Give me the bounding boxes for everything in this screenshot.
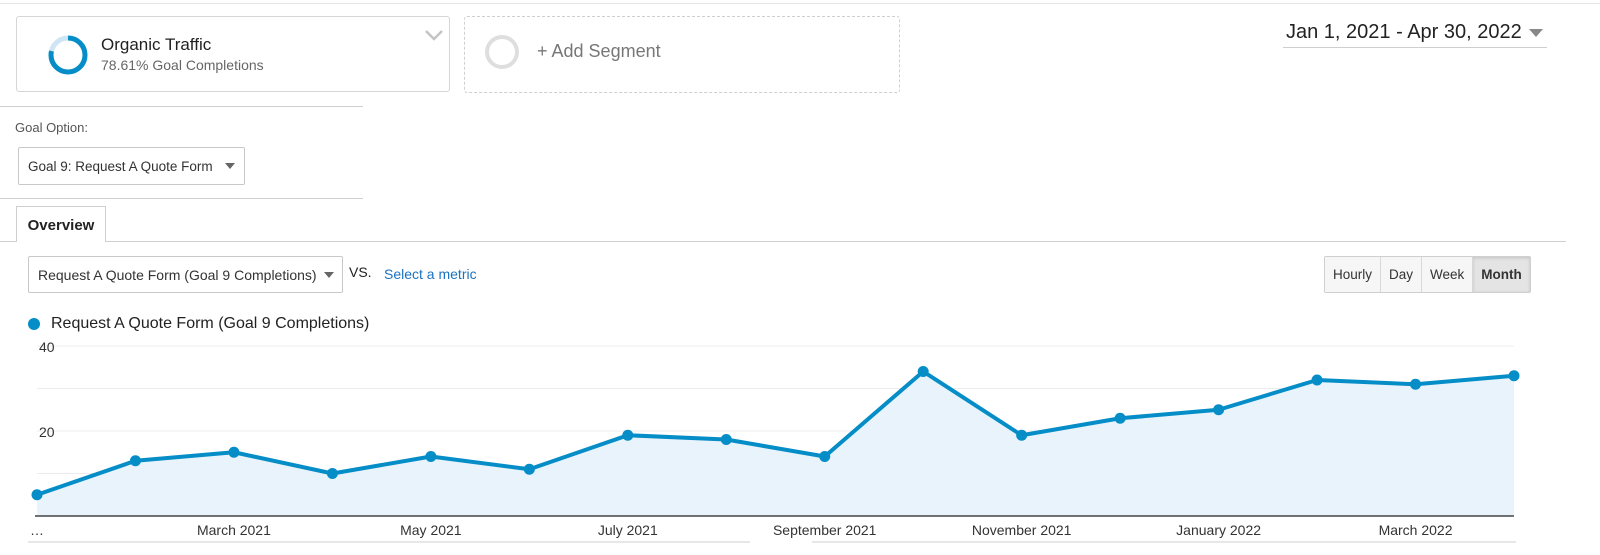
- vs-label: VS.: [349, 264, 372, 280]
- tab-bar-divider: [0, 241, 1566, 242]
- granularity-day-button[interactable]: Day: [1381, 257, 1423, 292]
- data-point: [720, 434, 732, 445]
- data-point: [1410, 378, 1422, 390]
- add-segment-label: + Add Segment: [537, 41, 661, 61]
- legend-series-marker: [28, 318, 40, 330]
- x-tick-label: September 2021: [773, 522, 877, 538]
- goal-option-select[interactable]: Goal 9: Request A Quote Form: [18, 147, 245, 185]
- primary-metric-selected: Request A Quote Form (Goal 9 Completions…: [38, 267, 317, 283]
- segment-donut-arc: [48, 35, 88, 75]
- caret-down-icon: [1529, 29, 1543, 37]
- granularity-hourly-button[interactable]: Hourly: [1325, 257, 1382, 292]
- legend-series-label[interactable]: Request A Quote Form (Goal 9 Completions…: [51, 315, 370, 332]
- granularity-week-button[interactable]: Week: [1422, 257, 1474, 292]
- data-point: [819, 451, 831, 462]
- data-point: [1311, 374, 1323, 386]
- data-point: [1016, 429, 1028, 441]
- segment-name: Organic Traffic: [101, 35, 212, 54]
- data-point: [129, 455, 141, 467]
- segment-card-organic-traffic[interactable]: Organic Traffic 78.61% Goal Completions: [16, 16, 450, 92]
- granularity-month-button[interactable]: Month: [1473, 257, 1530, 292]
- goal-option-selected: Goal 9: Request A Quote Form: [28, 159, 213, 174]
- segment-subtitle: 78.61% Goal Completions: [101, 57, 264, 73]
- data-point: [425, 451, 437, 462]
- add-segment-button[interactable]: + Add Segment: [464, 16, 900, 93]
- y-tick-label: 20: [39, 424, 55, 440]
- top-divider: [0, 3, 1600, 4]
- x-tick-label: January 2022: [1176, 522, 1261, 538]
- series-area: [37, 371, 1514, 516]
- tab-label: Overview: [27, 217, 95, 234]
- x-tick-label: July 2021: [598, 522, 658, 538]
- x-tick-label: November 2021: [972, 522, 1072, 538]
- x-tick-label: …: [30, 522, 44, 538]
- goal-option-label: Goal Option:: [15, 120, 88, 135]
- series-line: [36, 369, 1515, 497]
- data-point: [917, 366, 929, 377]
- x-tick-label: March 2021: [197, 522, 271, 538]
- granularity-button-group: Hourly Day Week Month: [1324, 256, 1531, 293]
- data-point: [622, 429, 634, 441]
- x-tick-label: March 2022: [1379, 522, 1453, 538]
- primary-metric-select[interactable]: Request A Quote Form (Goal 9 Completions…: [28, 256, 343, 293]
- select-comparison-metric-link[interactable]: Select a metric: [384, 266, 477, 282]
- segment-donut-icon: [48, 35, 88, 75]
- data-point: [31, 489, 43, 501]
- y-tick-label: 40: [39, 340, 55, 355]
- data-point: [523, 463, 535, 475]
- add-segment-circle-icon: [485, 35, 519, 69]
- tab-overview[interactable]: Overview: [16, 206, 106, 242]
- divider: [0, 106, 363, 107]
- x-tick-label: May 2021: [400, 522, 462, 538]
- date-range-label: Jan 1, 2021 - Apr 30, 2022: [1286, 21, 1522, 43]
- caret-down-icon: [324, 272, 334, 278]
- divider: [0, 198, 363, 199]
- caret-down-icon: [225, 163, 235, 169]
- goal-completions-chart: 20 40 … March 2021 May 2021 July 2021 Septembe…: [28, 340, 1520, 543]
- chevron-down-icon[interactable]: [423, 27, 445, 43]
- data-point: [326, 468, 338, 479]
- data-point: [228, 446, 240, 458]
- date-range-picker[interactable]: Jan 1, 2021 - Apr 30, 2022: [1283, 20, 1547, 48]
- data-point: [1213, 404, 1225, 416]
- data-point: [1114, 412, 1126, 424]
- data-point: [1508, 370, 1520, 382]
